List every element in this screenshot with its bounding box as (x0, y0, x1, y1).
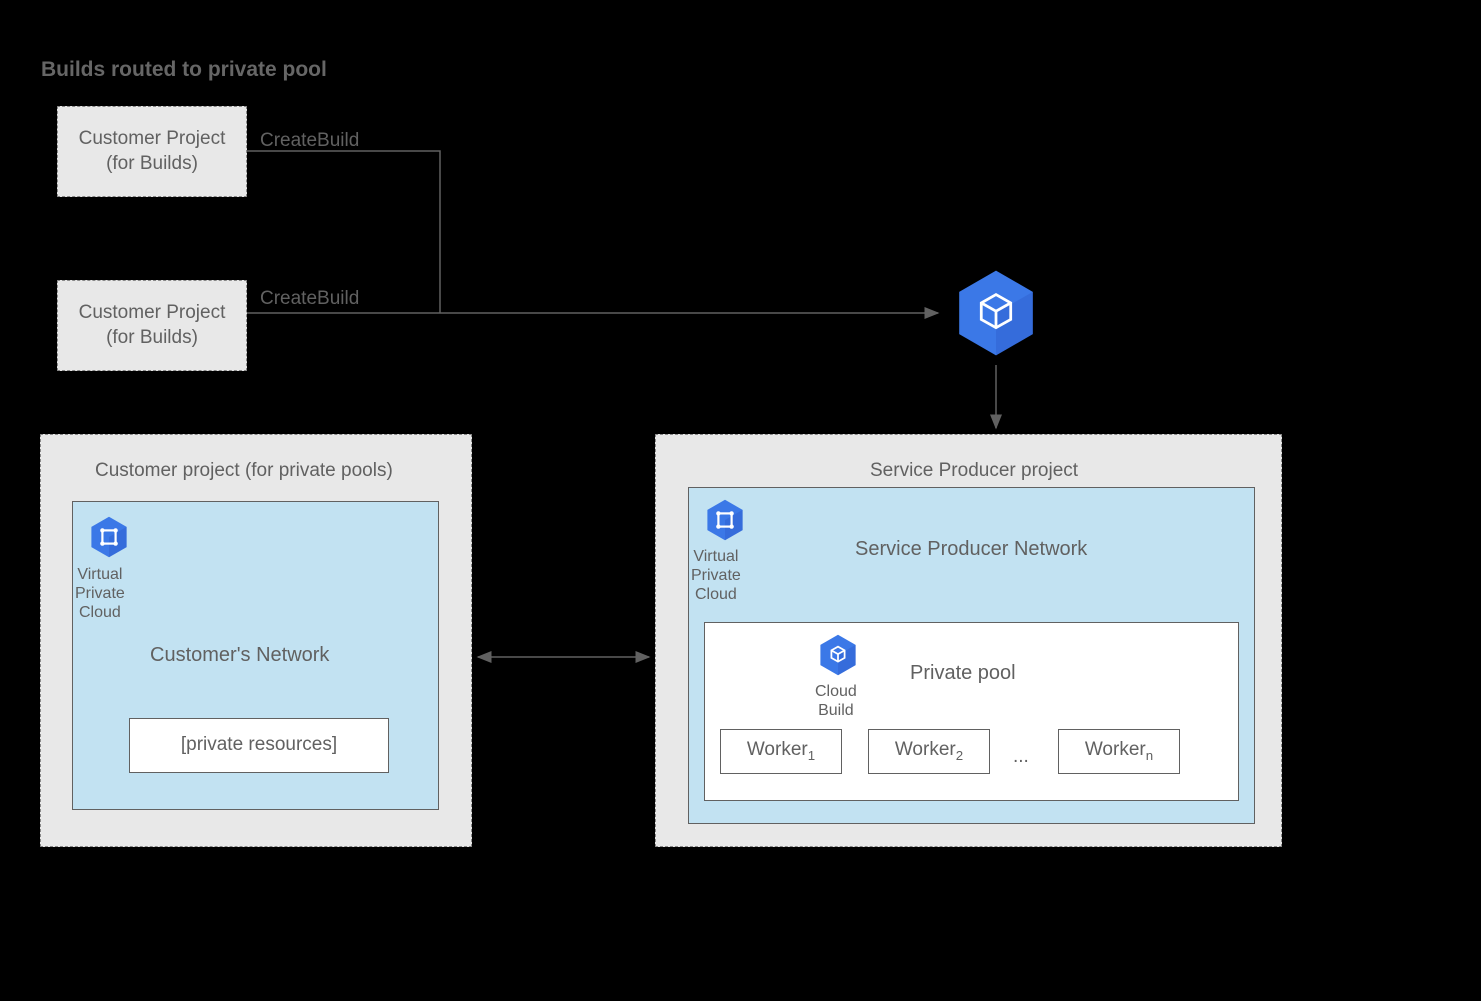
customer-project-pools-label: Customer project (for private pools) (95, 460, 393, 482)
customer-network-label: Customer's Network (150, 644, 329, 667)
customer-project-builds-2: Customer Project (for Builds) (57, 280, 247, 371)
worker-ellipsis: ... (1013, 746, 1029, 768)
worker-box: Worker1 (720, 729, 842, 774)
customer-project-builds-1: Customer Project (for Builds) (57, 106, 247, 197)
private-pool (704, 622, 1239, 801)
create-build-label-1: CreateBuild (260, 130, 359, 152)
cloud-build-icon (816, 633, 860, 677)
diagram-title: Builds routed to private pool (41, 58, 327, 82)
service-producer-network-label: Service Producer Network (855, 538, 1087, 561)
cloud-build-icon (950, 267, 1042, 359)
customer-project-1-label: Customer Project (for Builds) (79, 127, 226, 176)
create-build-label-2: CreateBuild (260, 288, 359, 310)
customer-project-2-label: Customer Project (for Builds) (79, 301, 226, 350)
private-pool-label: Private pool (910, 662, 1016, 685)
worker-box: Worker2 (868, 729, 990, 774)
private-resources: [private resources] (129, 718, 389, 773)
vpc-icon (87, 515, 131, 559)
vpc-label-left: Virtual Private Cloud (75, 565, 125, 623)
vpc-icon (703, 498, 747, 542)
worker-box: Workern (1058, 729, 1180, 774)
service-producer-project-label: Service Producer project (870, 460, 1078, 482)
vpc-label-right: Virtual Private Cloud (691, 547, 741, 605)
cloud-build-label: Cloud Build (815, 682, 857, 720)
